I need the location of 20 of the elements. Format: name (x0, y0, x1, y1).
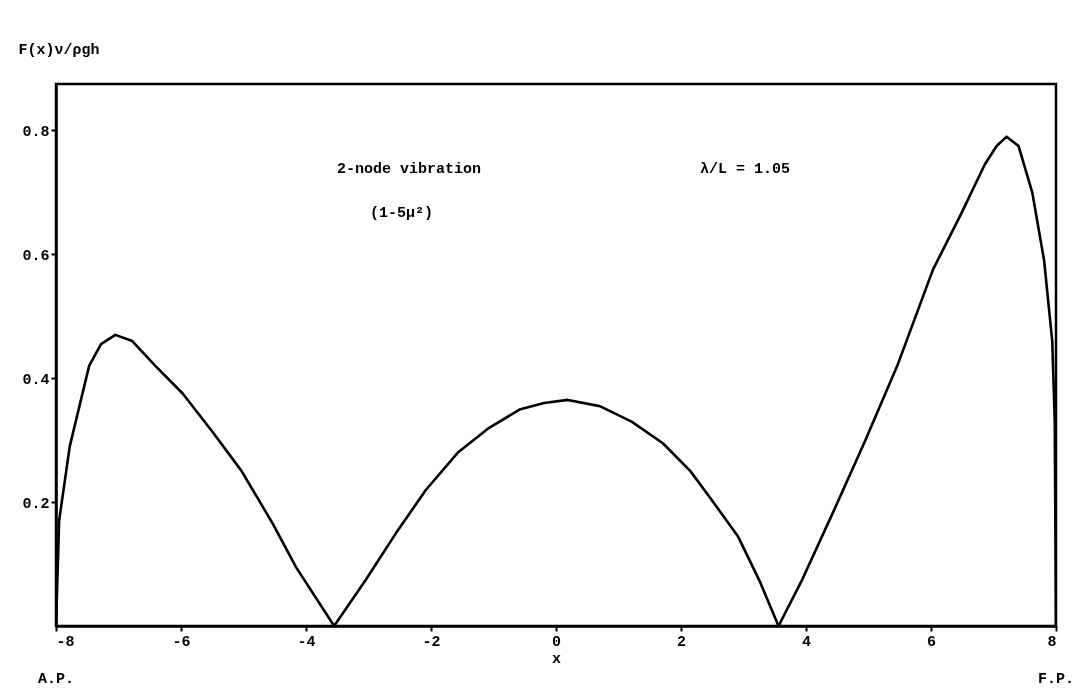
x-axis-title: x (551, 650, 562, 668)
x-tick-label: 6 (926, 633, 937, 651)
x-tick-label: 4 (801, 633, 812, 651)
y-axis-title: F(x)ν/ρgh (18, 41, 100, 59)
x-tick-label: -6 (172, 633, 191, 651)
annotation: (1-5μ²) (370, 204, 434, 222)
x-tick-label: 2 (676, 633, 687, 651)
y-tick-label: 0.6 (22, 247, 50, 265)
y-tick-label: 0.4 (22, 371, 50, 389)
x-tick-label: -2 (422, 633, 441, 651)
y-tick-label: 0.8 (22, 123, 50, 141)
x-tick-label: 0 (551, 633, 562, 651)
annotation: 2-node vibration (337, 161, 482, 179)
y-tick-label: 0.2 (22, 495, 50, 513)
text: F.P. (1037, 671, 1075, 689)
x-tick-label: 8 (1047, 633, 1057, 651)
annotation: λ/L = 1.05 (700, 161, 791, 179)
x-tick-label: -4 (297, 633, 316, 651)
x-tick-label: -8 (56, 633, 75, 651)
text: A.P. (37, 671, 75, 689)
